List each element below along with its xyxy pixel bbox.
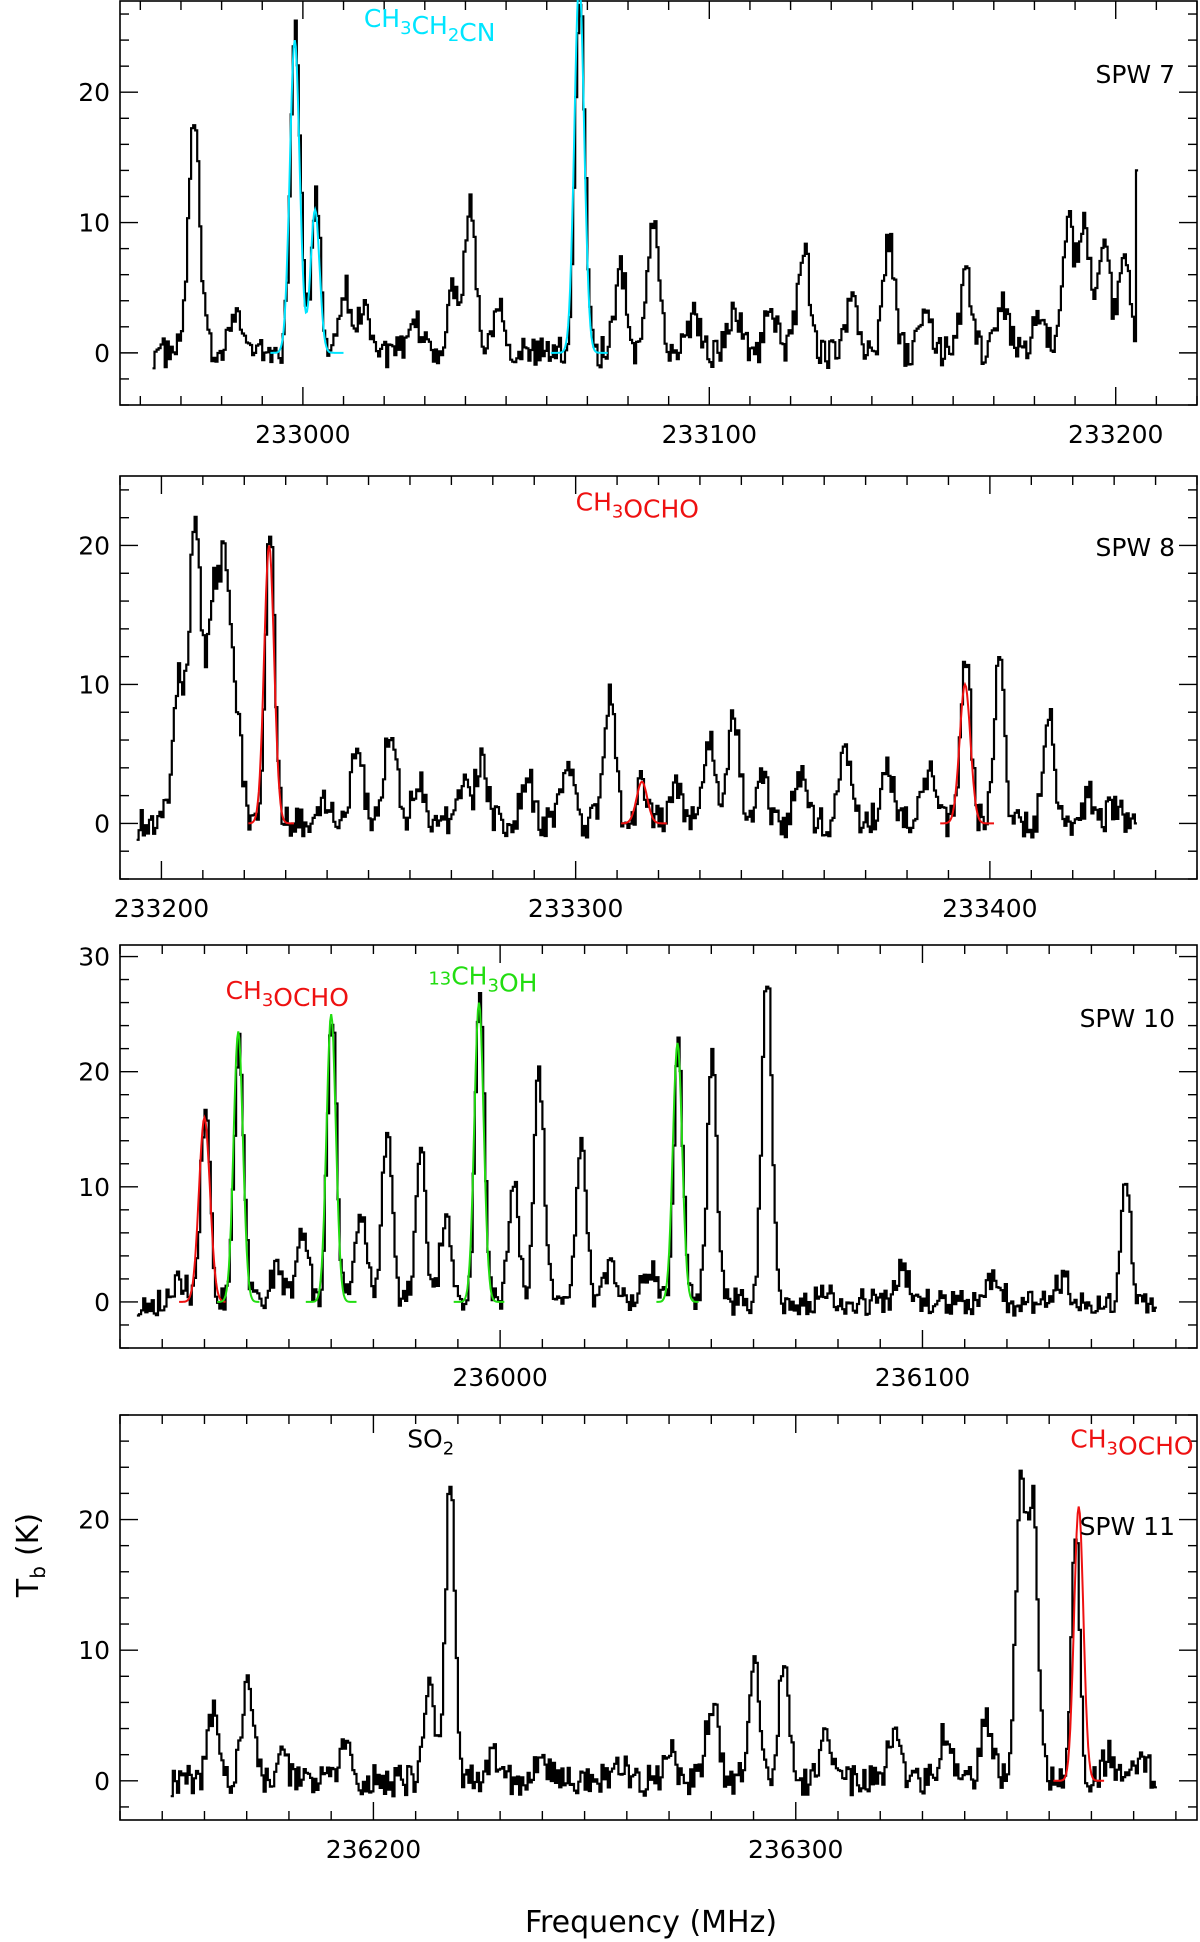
- model-fit-line: [217, 1031, 260, 1303]
- model-fit-line: [621, 780, 667, 825]
- y-tick-label: 30: [78, 943, 110, 972]
- molecule-annotation: CH3CH2CN: [364, 4, 496, 47]
- x-tick-label: 236300: [748, 1835, 843, 1864]
- panel-frame: [119, 1414, 1198, 1821]
- molecule-annotation: SO2: [407, 1425, 454, 1460]
- x-tick-label: 236200: [326, 1835, 421, 1864]
- y-tick-label: 20: [78, 1506, 110, 1535]
- model-fit-line: [248, 545, 294, 825]
- panels-container: 0 10 20 233000 233100 233200 SPW 7 CH3CH2CN 0 10 2…: [78, 0, 1198, 1864]
- x-tick-label: 233400: [942, 894, 1037, 923]
- y-tick-label: 0: [94, 1288, 110, 1317]
- observed-spectrum: [152, 3, 1139, 370]
- y-tick-label: 10: [78, 670, 110, 699]
- observed-spectrum: [136, 515, 1137, 841]
- y-tick-label: 0: [94, 339, 110, 368]
- model-fit-line: [305, 1013, 357, 1303]
- svg-text:Tb(K): Tb (K): [11, 1513, 50, 1598]
- y-axis-title: Tb (K): [11, 1513, 50, 1598]
- x-tick-label: 233300: [528, 894, 623, 923]
- y-tick-label: 10: [78, 209, 110, 238]
- spw-label: SPW 10: [1080, 1004, 1175, 1033]
- y-axis-unit: (K): [11, 1513, 46, 1556]
- model-fit-line: [179, 1114, 226, 1303]
- x-axis-title: Frequency (MHz): [525, 1905, 777, 1940]
- x-tick-label: 233200: [1068, 420, 1163, 449]
- panel-2: 0 10 20 233200 233300 233400 SPW 8 CH3OCHO: [78, 475, 1198, 923]
- x-tick-label: 233200: [114, 894, 209, 923]
- model-fit-line: [940, 681, 994, 825]
- y-tick-label: 10: [78, 1636, 110, 1665]
- panel-4: 0 10 20 236200 236300 SPW 11 SO2 CH3OCHO: [78, 1414, 1198, 1864]
- x-tick-label: 236100: [875, 1363, 970, 1392]
- molecule-annotation: CH3OCHO: [226, 976, 349, 1012]
- x-tick-label: 233000: [255, 420, 350, 449]
- y-axis-symbol-subscript: b: [26, 1566, 50, 1579]
- spw-label: SPW 8: [1095, 533, 1175, 562]
- panel-1: 0 10 20 233000 233100 233200 SPW 7 CH3CH2CN: [78, 0, 1198, 449]
- observed-spectrum: [136, 985, 1157, 1317]
- molecule-annotation: 13CH3OH: [428, 961, 537, 997]
- molecule-annotation: CH3OCHO: [1070, 1425, 1193, 1461]
- spw-label: SPW 7: [1095, 60, 1175, 89]
- molecule-annotation: CH3OCHO: [576, 488, 699, 524]
- panel-frame: [119, 0, 1198, 406]
- y-tick-label: 20: [78, 531, 110, 560]
- spw-label: SPW 11: [1080, 1512, 1175, 1541]
- x-tick-label: 233100: [662, 420, 757, 449]
- y-axis-symbol: T: [11, 1578, 46, 1598]
- y-tick-label: 20: [78, 1058, 110, 1087]
- x-tick-label: 236000: [452, 1363, 547, 1392]
- model-fit-line: [656, 1042, 699, 1303]
- y-tick-label: 20: [78, 78, 110, 107]
- model-fit-line: [270, 39, 344, 354]
- panel-frame: [119, 944, 1198, 1349]
- y-tick-label: 0: [94, 809, 110, 838]
- observed-spectrum: [170, 1469, 1157, 1798]
- y-tick-label: 0: [94, 1767, 110, 1796]
- model-fit-line: [1053, 1506, 1105, 1782]
- model-fit-line: [453, 1002, 505, 1303]
- panel-3: 0 10 20 30 236000 236100 SPW 10 CH3OCHO 13CH3OH: [78, 943, 1198, 1392]
- y-tick-label: 10: [78, 1173, 110, 1202]
- model-fit-line: [550, 0, 608, 354]
